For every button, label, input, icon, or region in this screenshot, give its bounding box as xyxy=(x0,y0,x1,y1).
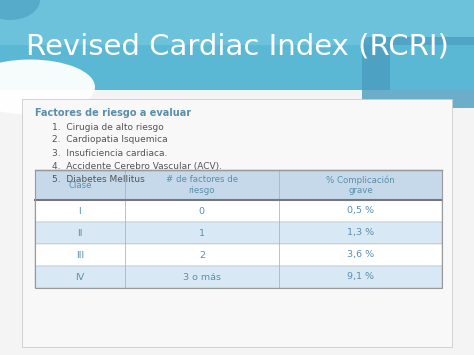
Text: 9,1 %: 9,1 % xyxy=(347,273,374,282)
Text: 4.  Accidente Cerebro Vascular (ACV).: 4. Accidente Cerebro Vascular (ACV). xyxy=(52,162,222,170)
FancyBboxPatch shape xyxy=(362,37,474,108)
Bar xyxy=(35,170,442,288)
Bar xyxy=(0,0,474,90)
Text: Clase: Clase xyxy=(68,180,91,190)
Bar xyxy=(390,45,474,90)
Bar xyxy=(0,90,474,355)
Ellipse shape xyxy=(0,0,40,20)
Text: 1: 1 xyxy=(199,229,205,237)
Text: Revised Cardiac Index (RCRI): Revised Cardiac Index (RCRI) xyxy=(26,33,448,61)
Bar xyxy=(35,222,442,244)
Text: 2: 2 xyxy=(199,251,205,260)
Bar xyxy=(35,170,442,200)
Text: % Complicación
grave: % Complicación grave xyxy=(326,175,395,195)
Text: I: I xyxy=(78,207,81,215)
Bar xyxy=(35,200,442,222)
Bar xyxy=(35,244,442,266)
Text: Factores de riesgo a evaluar: Factores de riesgo a evaluar xyxy=(35,108,191,118)
Text: 0,5 %: 0,5 % xyxy=(347,207,374,215)
Ellipse shape xyxy=(0,60,95,115)
Text: 1,3 %: 1,3 % xyxy=(347,229,374,237)
Text: 1.  Cirugia de alto riesgo: 1. Cirugia de alto riesgo xyxy=(52,122,164,131)
Text: III: III xyxy=(76,251,84,260)
FancyBboxPatch shape xyxy=(22,99,452,347)
Text: 3,6 %: 3,6 % xyxy=(347,251,374,260)
Text: 5.  Diabetes Mellitus: 5. Diabetes Mellitus xyxy=(52,175,145,184)
Text: # de factores de
riesgo: # de factores de riesgo xyxy=(166,175,238,195)
Text: 3 o más: 3 o más xyxy=(183,273,221,282)
Text: 0: 0 xyxy=(199,207,205,215)
Text: II: II xyxy=(77,229,82,237)
Bar xyxy=(35,266,442,288)
Text: 2.  Cardiopatia Isquemica: 2. Cardiopatia Isquemica xyxy=(52,136,168,144)
Text: IV: IV xyxy=(75,273,84,282)
Text: 3.  Insuficiencia cardiaca.: 3. Insuficiencia cardiaca. xyxy=(52,148,167,158)
Bar xyxy=(0,0,474,45)
